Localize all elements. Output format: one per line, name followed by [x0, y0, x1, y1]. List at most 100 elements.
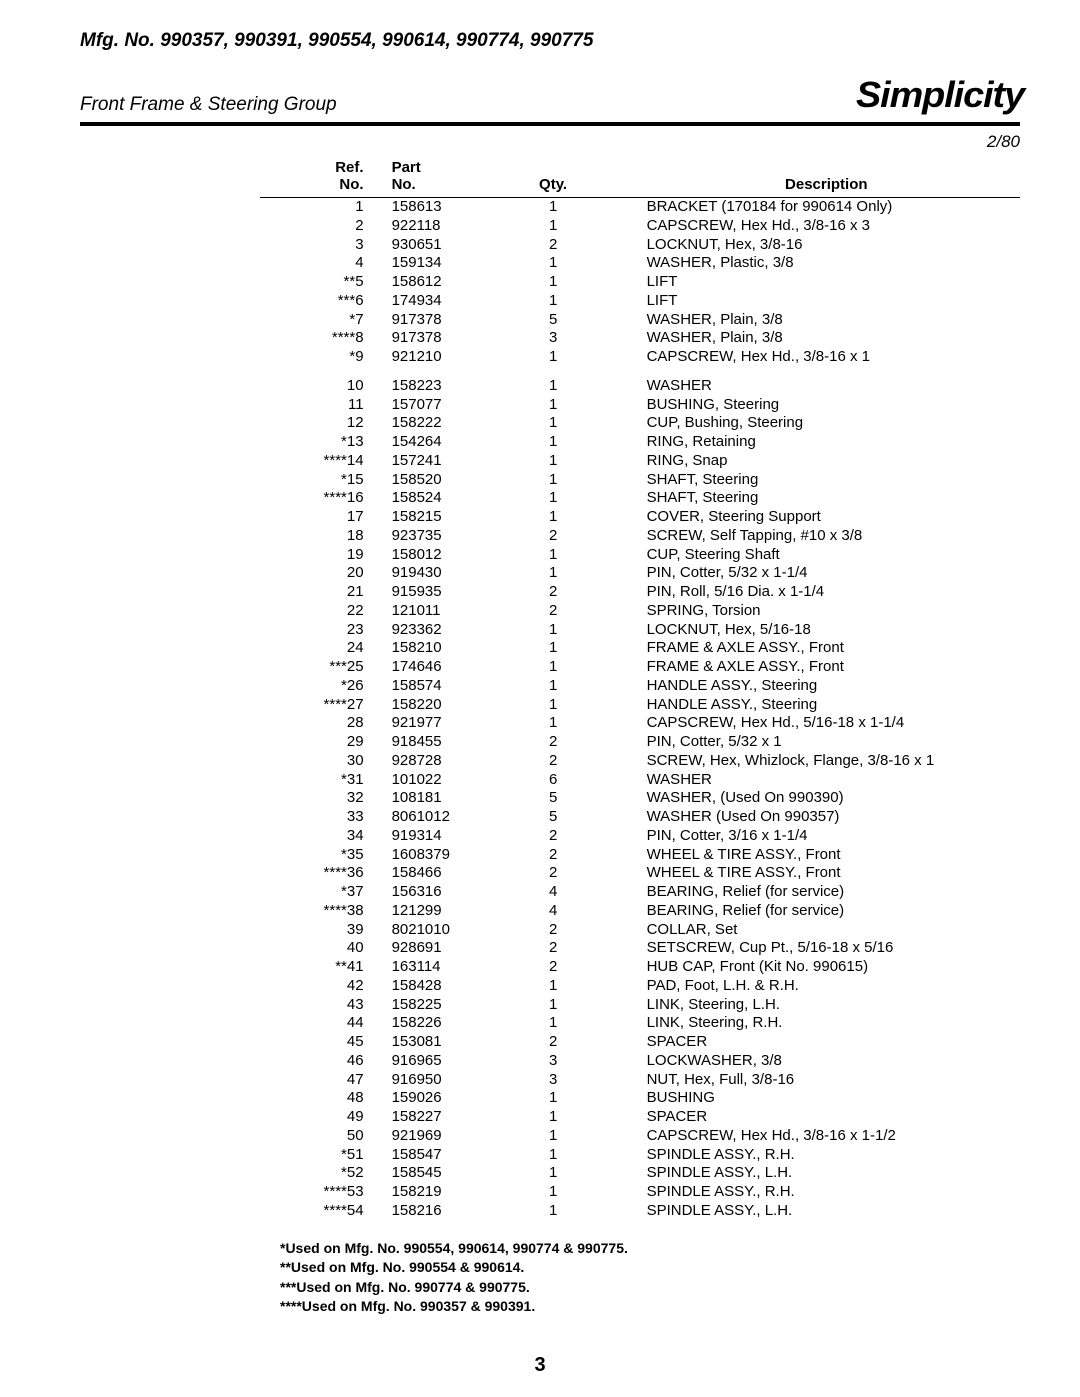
cell-qty: 1 [525, 1014, 633, 1033]
cell-ref: *26 [260, 677, 378, 696]
table-row: 209194301PIN, Cotter, 5/32 x 1-1/4 [260, 564, 1020, 583]
col-desc-l: Description [647, 177, 1006, 194]
table-row: *99212101CAPSCREW, Hex Hd., 3/8-16 x 1 [260, 348, 1020, 367]
cell-part: 158216 [378, 1202, 525, 1221]
table-row: 349193142PIN, Cotter, 3/16 x 1-1/4 [260, 827, 1020, 846]
footnote-line: **Used on Mfg. No. 990554 & 990614. [280, 1258, 1020, 1278]
cell-qty: 1 [525, 696, 633, 715]
cell-part: 158520 [378, 471, 525, 490]
cell-qty: 1 [525, 508, 633, 527]
cell-ref: 42 [260, 977, 378, 996]
cell-ref: 21 [260, 583, 378, 602]
cell-ref: 49 [260, 1108, 378, 1127]
table-row: 421584281PAD, Foot, L.H. & R.H. [260, 977, 1020, 996]
cell-part: 158220 [378, 696, 525, 715]
table-row: *3516083792WHEEL & TIRE ASSY., Front [260, 846, 1020, 865]
table-row: 191580121CUP, Steering Shaft [260, 546, 1020, 565]
cell-part: 101022 [378, 771, 525, 790]
cell-part: 917378 [378, 311, 525, 330]
cell-part: 916950 [378, 1071, 525, 1090]
cell-desc: WASHER, (Used On 990390) [633, 789, 1020, 808]
cell-ref: 20 [260, 564, 378, 583]
table-row: ****531582191SPINDLE ASSY., R.H. [260, 1183, 1020, 1202]
cell-part: 154264 [378, 433, 525, 452]
cell-qty: 3 [525, 1071, 633, 1090]
cell-part: 157241 [378, 452, 525, 471]
cell-ref: 24 [260, 639, 378, 658]
cell-part: 158223 [378, 367, 525, 396]
brand-logo: Simplicity [856, 74, 1024, 116]
table-row: 39306512LOCKNUT, Hex, 3/8-16 [260, 236, 1020, 255]
cell-desc: PIN, Cotter, 5/32 x 1-1/4 [633, 564, 1020, 583]
cell-part: 174646 [378, 658, 525, 677]
table-row: 451530812SPACER [260, 1033, 1020, 1052]
cell-ref: ****54 [260, 1202, 378, 1221]
table-row: ***251746461FRAME & AXLE ASSY., Front [260, 658, 1020, 677]
cell-part: 158227 [378, 1108, 525, 1127]
cell-ref: 30 [260, 752, 378, 771]
cell-part: 121011 [378, 602, 525, 621]
cell-qty: 1 [525, 367, 633, 396]
mfg-number-line: Mfg. No. 990357, 990391, 990554, 990614,… [80, 30, 1020, 52]
table-row: 171582151COVER, Steering Support [260, 508, 1020, 527]
cell-desc: PAD, Foot, L.H. & R.H. [633, 977, 1020, 996]
cell-ref: *7 [260, 311, 378, 330]
cell-part: 158466 [378, 864, 525, 883]
cell-ref: ****36 [260, 864, 378, 883]
cell-ref: 2 [260, 217, 378, 236]
cell-qty: 2 [525, 958, 633, 977]
cell-part: 8061012 [378, 808, 525, 827]
table-row: 239233621LOCKNUT, Hex, 5/16-18 [260, 621, 1020, 640]
cell-desc: SHAFT, Steering [633, 489, 1020, 508]
cell-desc: WASHER, Plain, 3/8 [633, 329, 1020, 348]
table-row: 101582231WASHER [260, 367, 1020, 396]
table-row: 431582251LINK, Steering, L.H. [260, 996, 1020, 1015]
cell-part: 153081 [378, 1033, 525, 1052]
cell-ref: 40 [260, 939, 378, 958]
table-row: 441582261LINK, Steering, R.H. [260, 1014, 1020, 1033]
col-ref-l2: No. [274, 177, 364, 194]
cell-part: 930651 [378, 236, 525, 255]
cell-desc: WASHER, Plain, 3/8 [633, 311, 1020, 330]
table-row: 289219771CAPSCREW, Hex Hd., 5/16-18 x 1-… [260, 714, 1020, 733]
cell-ref: ****27 [260, 696, 378, 715]
cell-desc: LOCKNUT, Hex, 5/16-18 [633, 621, 1020, 640]
col-part-l2: No. [392, 177, 511, 194]
cell-qty: 5 [525, 808, 633, 827]
table-row: ****89173783WASHER, Plain, 3/8 [260, 329, 1020, 348]
cell-part: 919314 [378, 827, 525, 846]
footnote-line: ****Used on Mfg. No. 990357 & 990391. [280, 1297, 1020, 1317]
cell-desc: BRACKET (170184 for 990614 Only) [633, 198, 1020, 217]
cell-desc: SPACER [633, 1033, 1020, 1052]
cell-qty: 5 [525, 311, 633, 330]
cell-qty: 1 [525, 977, 633, 996]
col-part-l1: Part [392, 160, 511, 177]
cell-qty: 1 [525, 546, 633, 565]
cell-desc: BUSHING, Steering [633, 396, 1020, 415]
cell-desc: BEARING, Relief (for service) [633, 883, 1020, 902]
cell-ref: 18 [260, 527, 378, 546]
cell-qty: 2 [525, 236, 633, 255]
cell-qty: 1 [525, 1146, 633, 1165]
col-desc: Description [633, 160, 1020, 198]
footnote-line: ***Used on Mfg. No. 990774 & 990775. [280, 1278, 1020, 1298]
table-row: 321081815WASHER, (Used On 990390) [260, 789, 1020, 808]
cell-ref: 4 [260, 254, 378, 273]
cell-part: 8021010 [378, 921, 525, 940]
cell-qty: 1 [525, 198, 633, 217]
table-row: ****381212994BEARING, Relief (for servic… [260, 902, 1020, 921]
cell-part: 1608379 [378, 846, 525, 865]
cell-part: 157077 [378, 396, 525, 415]
table-row: ****541582161SPINDLE ASSY., L.H. [260, 1202, 1020, 1221]
cell-part: 919430 [378, 564, 525, 583]
table-row: 29221181CAPSCREW, Hex Hd., 3/8-16 x 3 [260, 217, 1020, 236]
cell-desc: SCREW, Hex, Whizlock, Flange, 3/8-16 x 1 [633, 752, 1020, 771]
cell-ref: 43 [260, 996, 378, 1015]
table-row: 481590261BUSHING [260, 1089, 1020, 1108]
cell-qty: 1 [525, 217, 633, 236]
cell-ref: 34 [260, 827, 378, 846]
cell-desc: COVER, Steering Support [633, 508, 1020, 527]
footnote-line: *Used on Mfg. No. 990554, 990614, 990774… [280, 1239, 1020, 1259]
col-qty: Qty. [525, 160, 633, 198]
cell-ref: 33 [260, 808, 378, 827]
